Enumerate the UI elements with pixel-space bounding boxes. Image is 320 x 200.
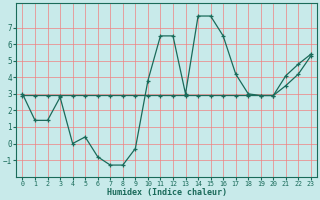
X-axis label: Humidex (Indice chaleur): Humidex (Indice chaleur) (107, 188, 227, 197)
